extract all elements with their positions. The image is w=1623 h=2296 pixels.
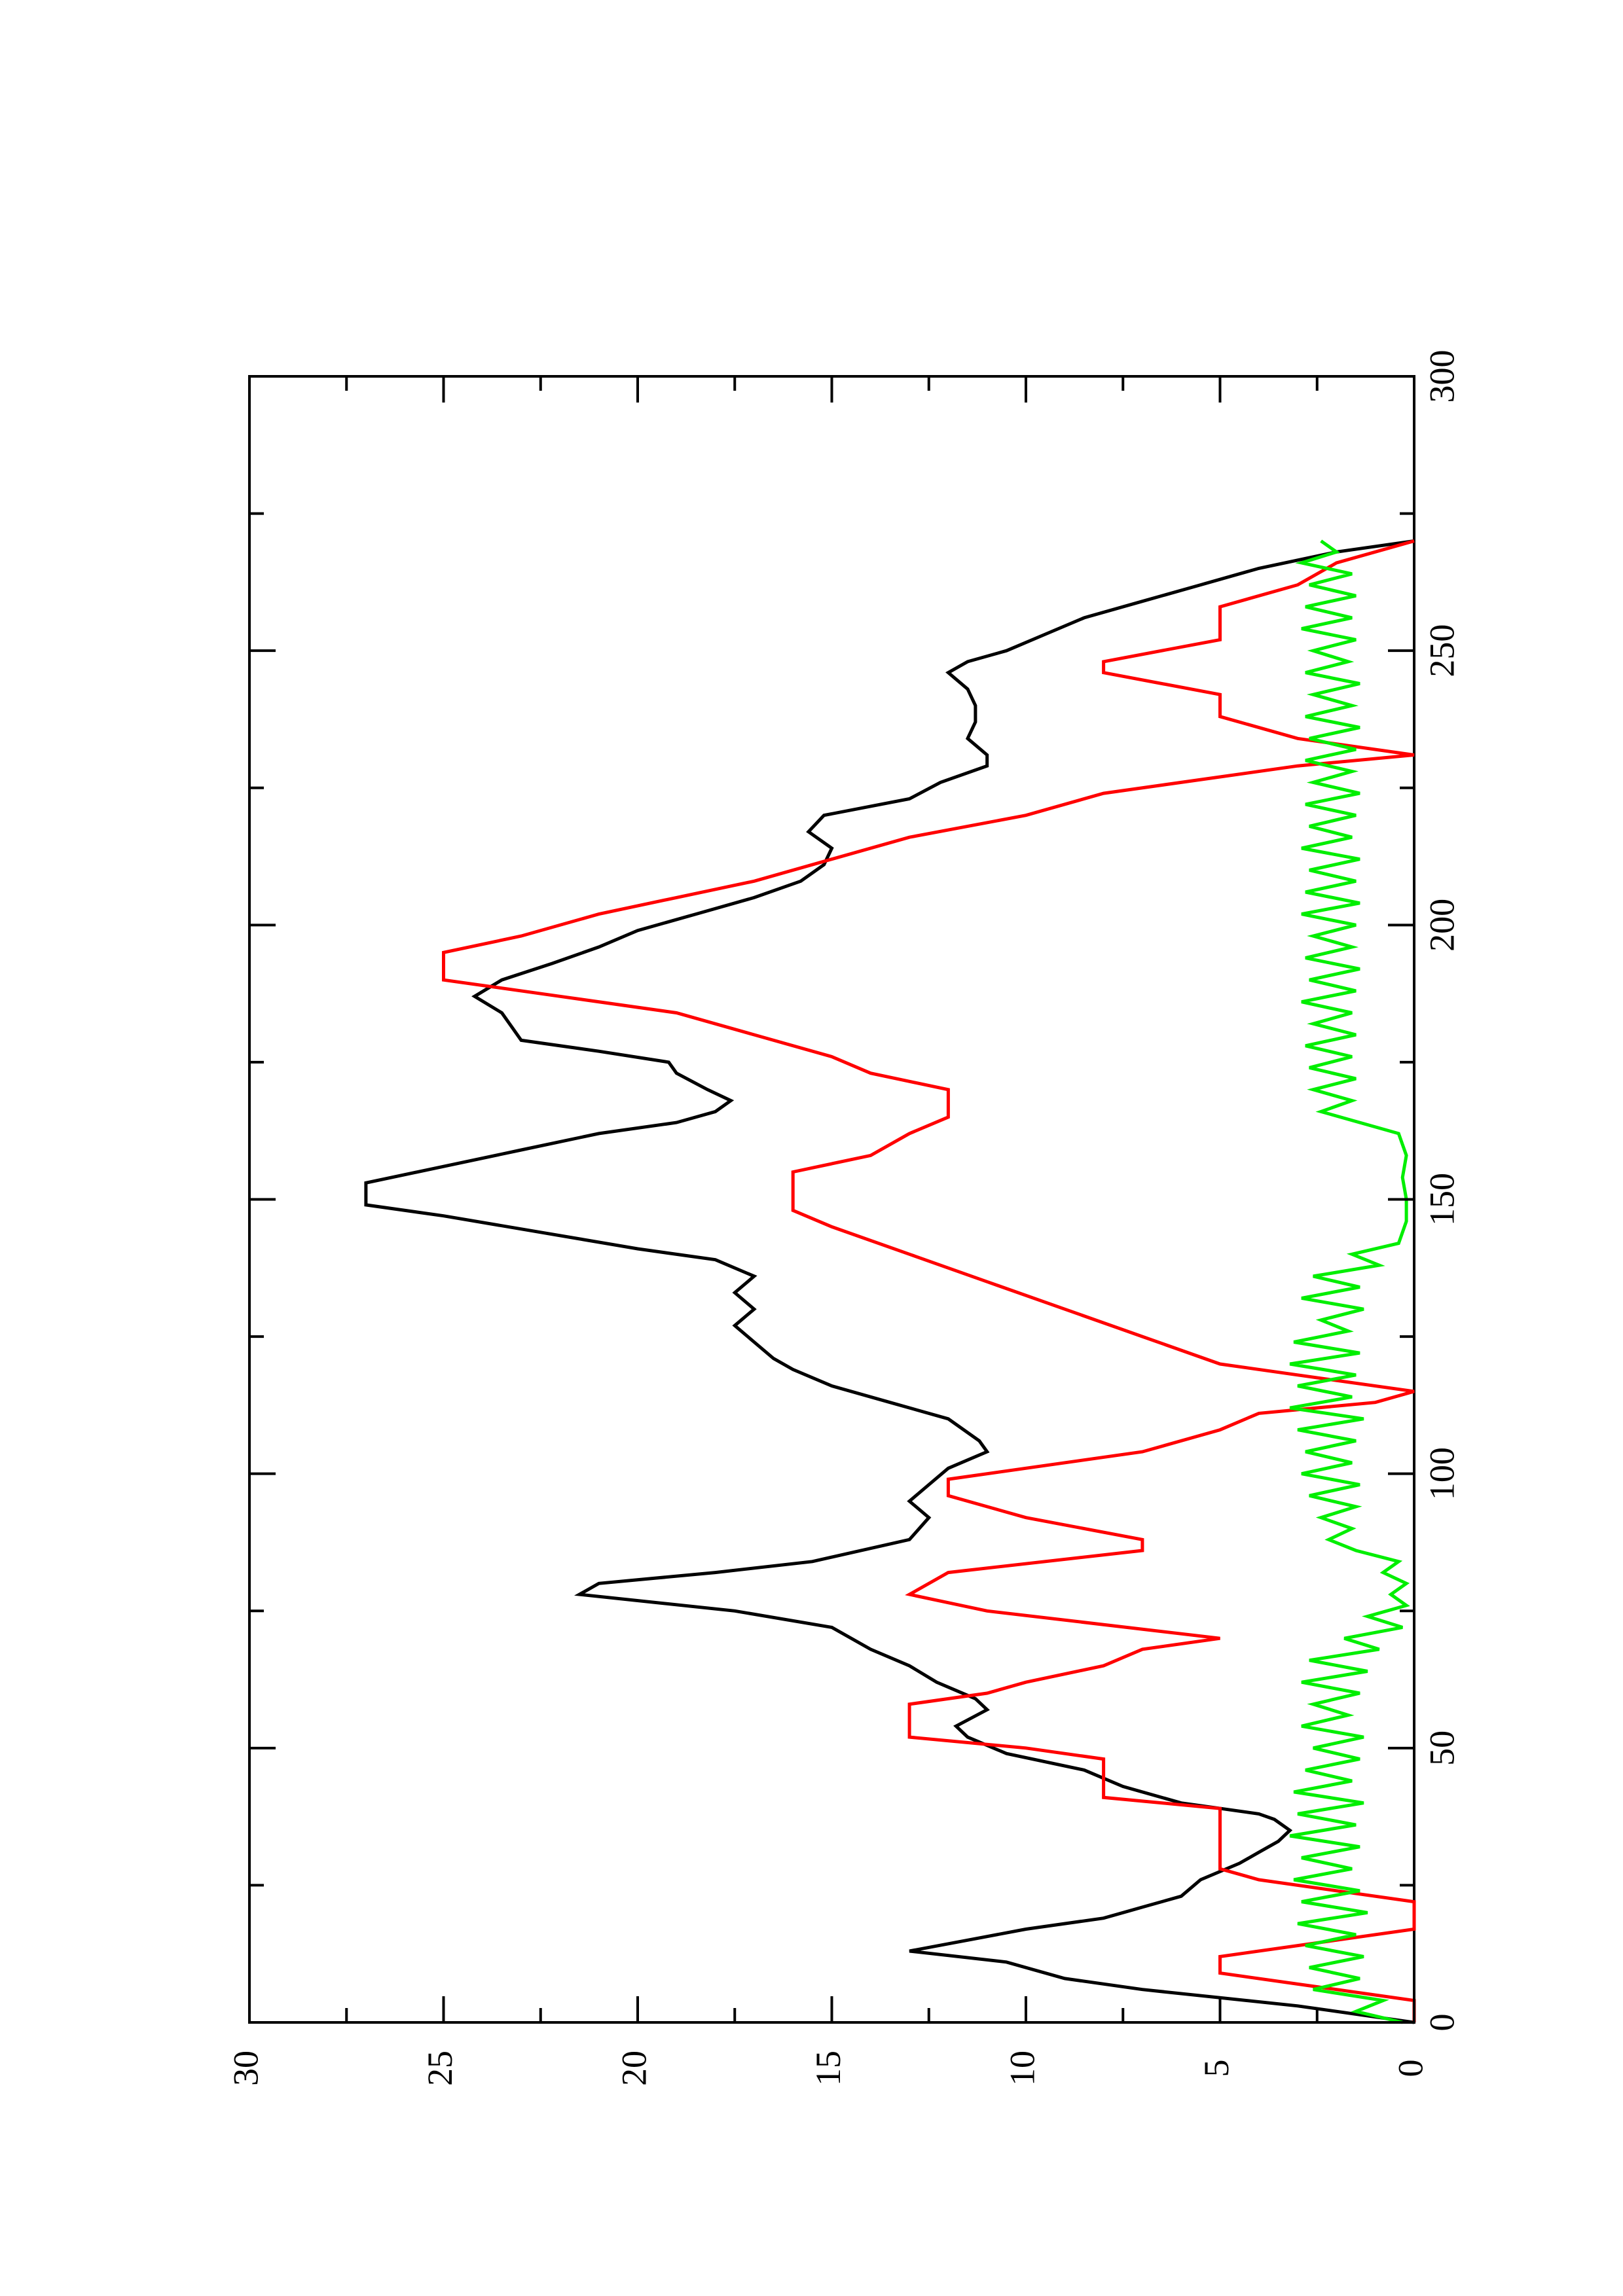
y-tick-label: 10 (1002, 2051, 1042, 2086)
y-tick-label: 20 (614, 2051, 653, 2086)
series-line-2 (442, 539, 1416, 2022)
x-tick-label: 100 (1422, 1447, 1461, 1500)
y-tick-label: 15 (809, 2051, 848, 2086)
x-tick-label: 300 (1422, 350, 1461, 403)
x-tick-label: 50 (1422, 1731, 1461, 1766)
y-tick-label: 25 (420, 2051, 460, 2086)
y-tick-label: 30 (226, 2051, 265, 2086)
series-line-3 (1289, 539, 1410, 2024)
x-tick-label: 0 (1422, 2014, 1461, 2032)
y-tick-label: 0 (1391, 2060, 1430, 2077)
x-tick-label: 250 (1422, 624, 1461, 677)
x-tick-label: 150 (1422, 1173, 1461, 1226)
plot-area: 0 50 100 150 200 250 300 0 5 10 15 20 25 30 (226, 350, 1461, 2087)
series-line-1 (364, 539, 1415, 2024)
y-tick-label: 5 (1197, 2060, 1236, 2077)
x-tick-label: 200 (1422, 899, 1461, 952)
